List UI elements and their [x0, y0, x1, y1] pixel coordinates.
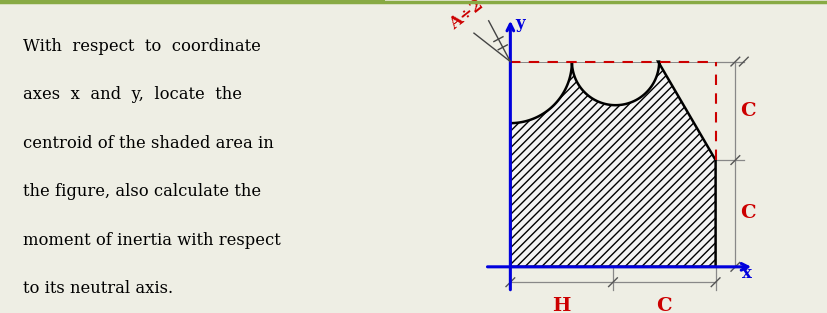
Text: C: C [740, 204, 756, 223]
Text: C: C [657, 297, 672, 313]
Text: H: H [552, 297, 571, 313]
Text: A÷2: A÷2 [446, 0, 486, 33]
Text: x: x [743, 265, 752, 282]
Text: axes  x  and  y,  locate  the: axes x and y, locate the [23, 86, 242, 103]
Text: to its neutral axis.: to its neutral axis. [23, 280, 173, 297]
Text: the figure, also calculate the: the figure, also calculate the [23, 183, 261, 200]
Text: centroid of the shaded area in: centroid of the shaded area in [23, 135, 274, 151]
Text: With  respect  to  coordinate: With respect to coordinate [23, 38, 261, 54]
Text: y: y [515, 15, 525, 32]
Text: moment of inertia with respect: moment of inertia with respect [23, 232, 281, 249]
Text: C: C [740, 102, 756, 120]
Polygon shape [510, 62, 715, 267]
